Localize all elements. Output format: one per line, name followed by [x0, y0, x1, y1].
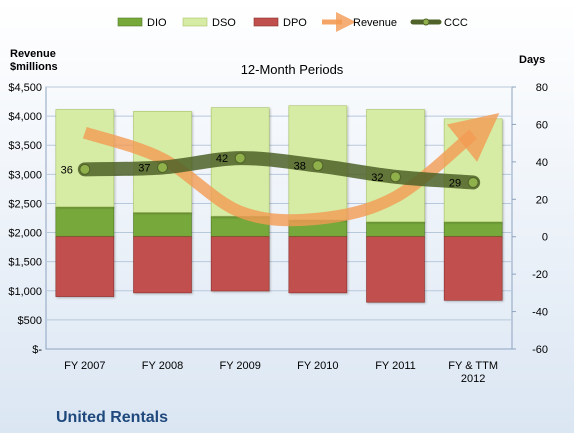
bar-dpo [210, 236, 270, 292]
y-right-tick-label: -40 [532, 307, 548, 319]
y-axis-right: -60 -40 -20 0 20 40 60 80 [512, 82, 548, 356]
bar-dio [443, 221, 503, 238]
legend-marker-ccc [422, 18, 430, 26]
ccc-data-label: 32 [371, 172, 383, 184]
y-left-tick-label: $1,500 [8, 257, 42, 269]
y-right-tick-label: 20 [536, 194, 548, 206]
legend-label-dso: DSO [212, 17, 236, 29]
revenue-arrow [82, 113, 500, 227]
legend-label-ccc: CCC [444, 17, 468, 29]
ccc-point [390, 171, 401, 183]
y-right-tick-label: 40 [536, 157, 548, 169]
ccc-point [312, 160, 324, 172]
ccc-point [157, 161, 168, 173]
bar-series [55, 105, 503, 303]
x-tick-label: FY 2010 [297, 360, 338, 372]
y-right-tick-label: 80 [536, 82, 548, 94]
bar-dio [366, 221, 425, 238]
y-right-tick-label: -60 [532, 344, 548, 356]
legend-swatch-dio [117, 17, 143, 27]
legend-label-revenue: Revenue [353, 17, 397, 29]
y-left-tick-label: $3,500 [8, 140, 42, 152]
legend: DIO DSO DPO Revenue CCC [117, 12, 468, 32]
chart-title: 12-Month Periods [241, 62, 344, 77]
x-tick-label: FY 2007 [64, 360, 105, 372]
y-left-tick-label: $2,500 [8, 198, 42, 210]
ccc-point [234, 152, 246, 164]
ccc-data-label: 29 [449, 177, 461, 189]
ccc-series: 36 37 42 38 32 29 [61, 151, 481, 190]
bar-dpo [288, 236, 348, 294]
x-axis: FY 2007 FY 2008 FY 2009 FY 2010 FY 2011 FY & … [64, 360, 498, 385]
x-tick-label: FY 2009 [219, 360, 260, 372]
ccc-data-label: 42 [216, 153, 228, 165]
ccc-point [79, 163, 91, 175]
ccc-data-label: 37 [138, 162, 150, 174]
legend-label-dio: DIO [147, 17, 167, 29]
ccc-data-label: 36 [61, 164, 73, 176]
ccc-point [467, 176, 479, 188]
right-axis-label: Days [519, 54, 545, 66]
company-name: United Rentals [56, 409, 168, 426]
y-left-tick-label: $1,000 [8, 286, 42, 298]
x-tick-label: FY 2008 [142, 360, 183, 372]
y-left-tick-label: $4,500 [8, 82, 42, 94]
bar-dpo [133, 236, 192, 294]
y-axis-left: $- $500 $1,000 $1,500 $2,000 $2,500 $3,000 $3,5… [8, 82, 512, 356]
left-axis-label-line1: Revenue [10, 48, 56, 60]
y-right-tick-label: 0 [542, 232, 548, 244]
y-left-tick-label: $4,000 [8, 111, 42, 123]
y-right-tick-label: 60 [536, 119, 548, 131]
ccc-data-label: 38 [294, 161, 306, 173]
left-axis-label-line2: $millions [10, 61, 58, 73]
y-left-tick-label: $500 [18, 315, 42, 327]
y-left-tick-label: $- [32, 344, 42, 356]
x-tick-label: FY 2011 [375, 360, 416, 372]
legend-swatch-dpo [253, 17, 279, 27]
revenue-series [82, 113, 500, 227]
bar-dpo [443, 236, 503, 301]
legend-swatch-dso [182, 17, 208, 27]
bar-dso [55, 109, 115, 208]
bar-dpo [55, 236, 115, 297]
y-left-tick-label: $2,000 [8, 228, 42, 240]
bar-dio [133, 212, 192, 238]
legend-label-dpo: DPO [283, 17, 307, 29]
ccc-line [77, 151, 481, 190]
bar-dio [55, 206, 115, 238]
x-tick-label: FY & TTM [448, 360, 498, 372]
y-right-tick-label: -20 [532, 269, 548, 281]
y-left-tick-label: $3,000 [8, 169, 42, 181]
bar-dpo [366, 236, 425, 303]
x-tick-label: 2012 [461, 373, 485, 385]
